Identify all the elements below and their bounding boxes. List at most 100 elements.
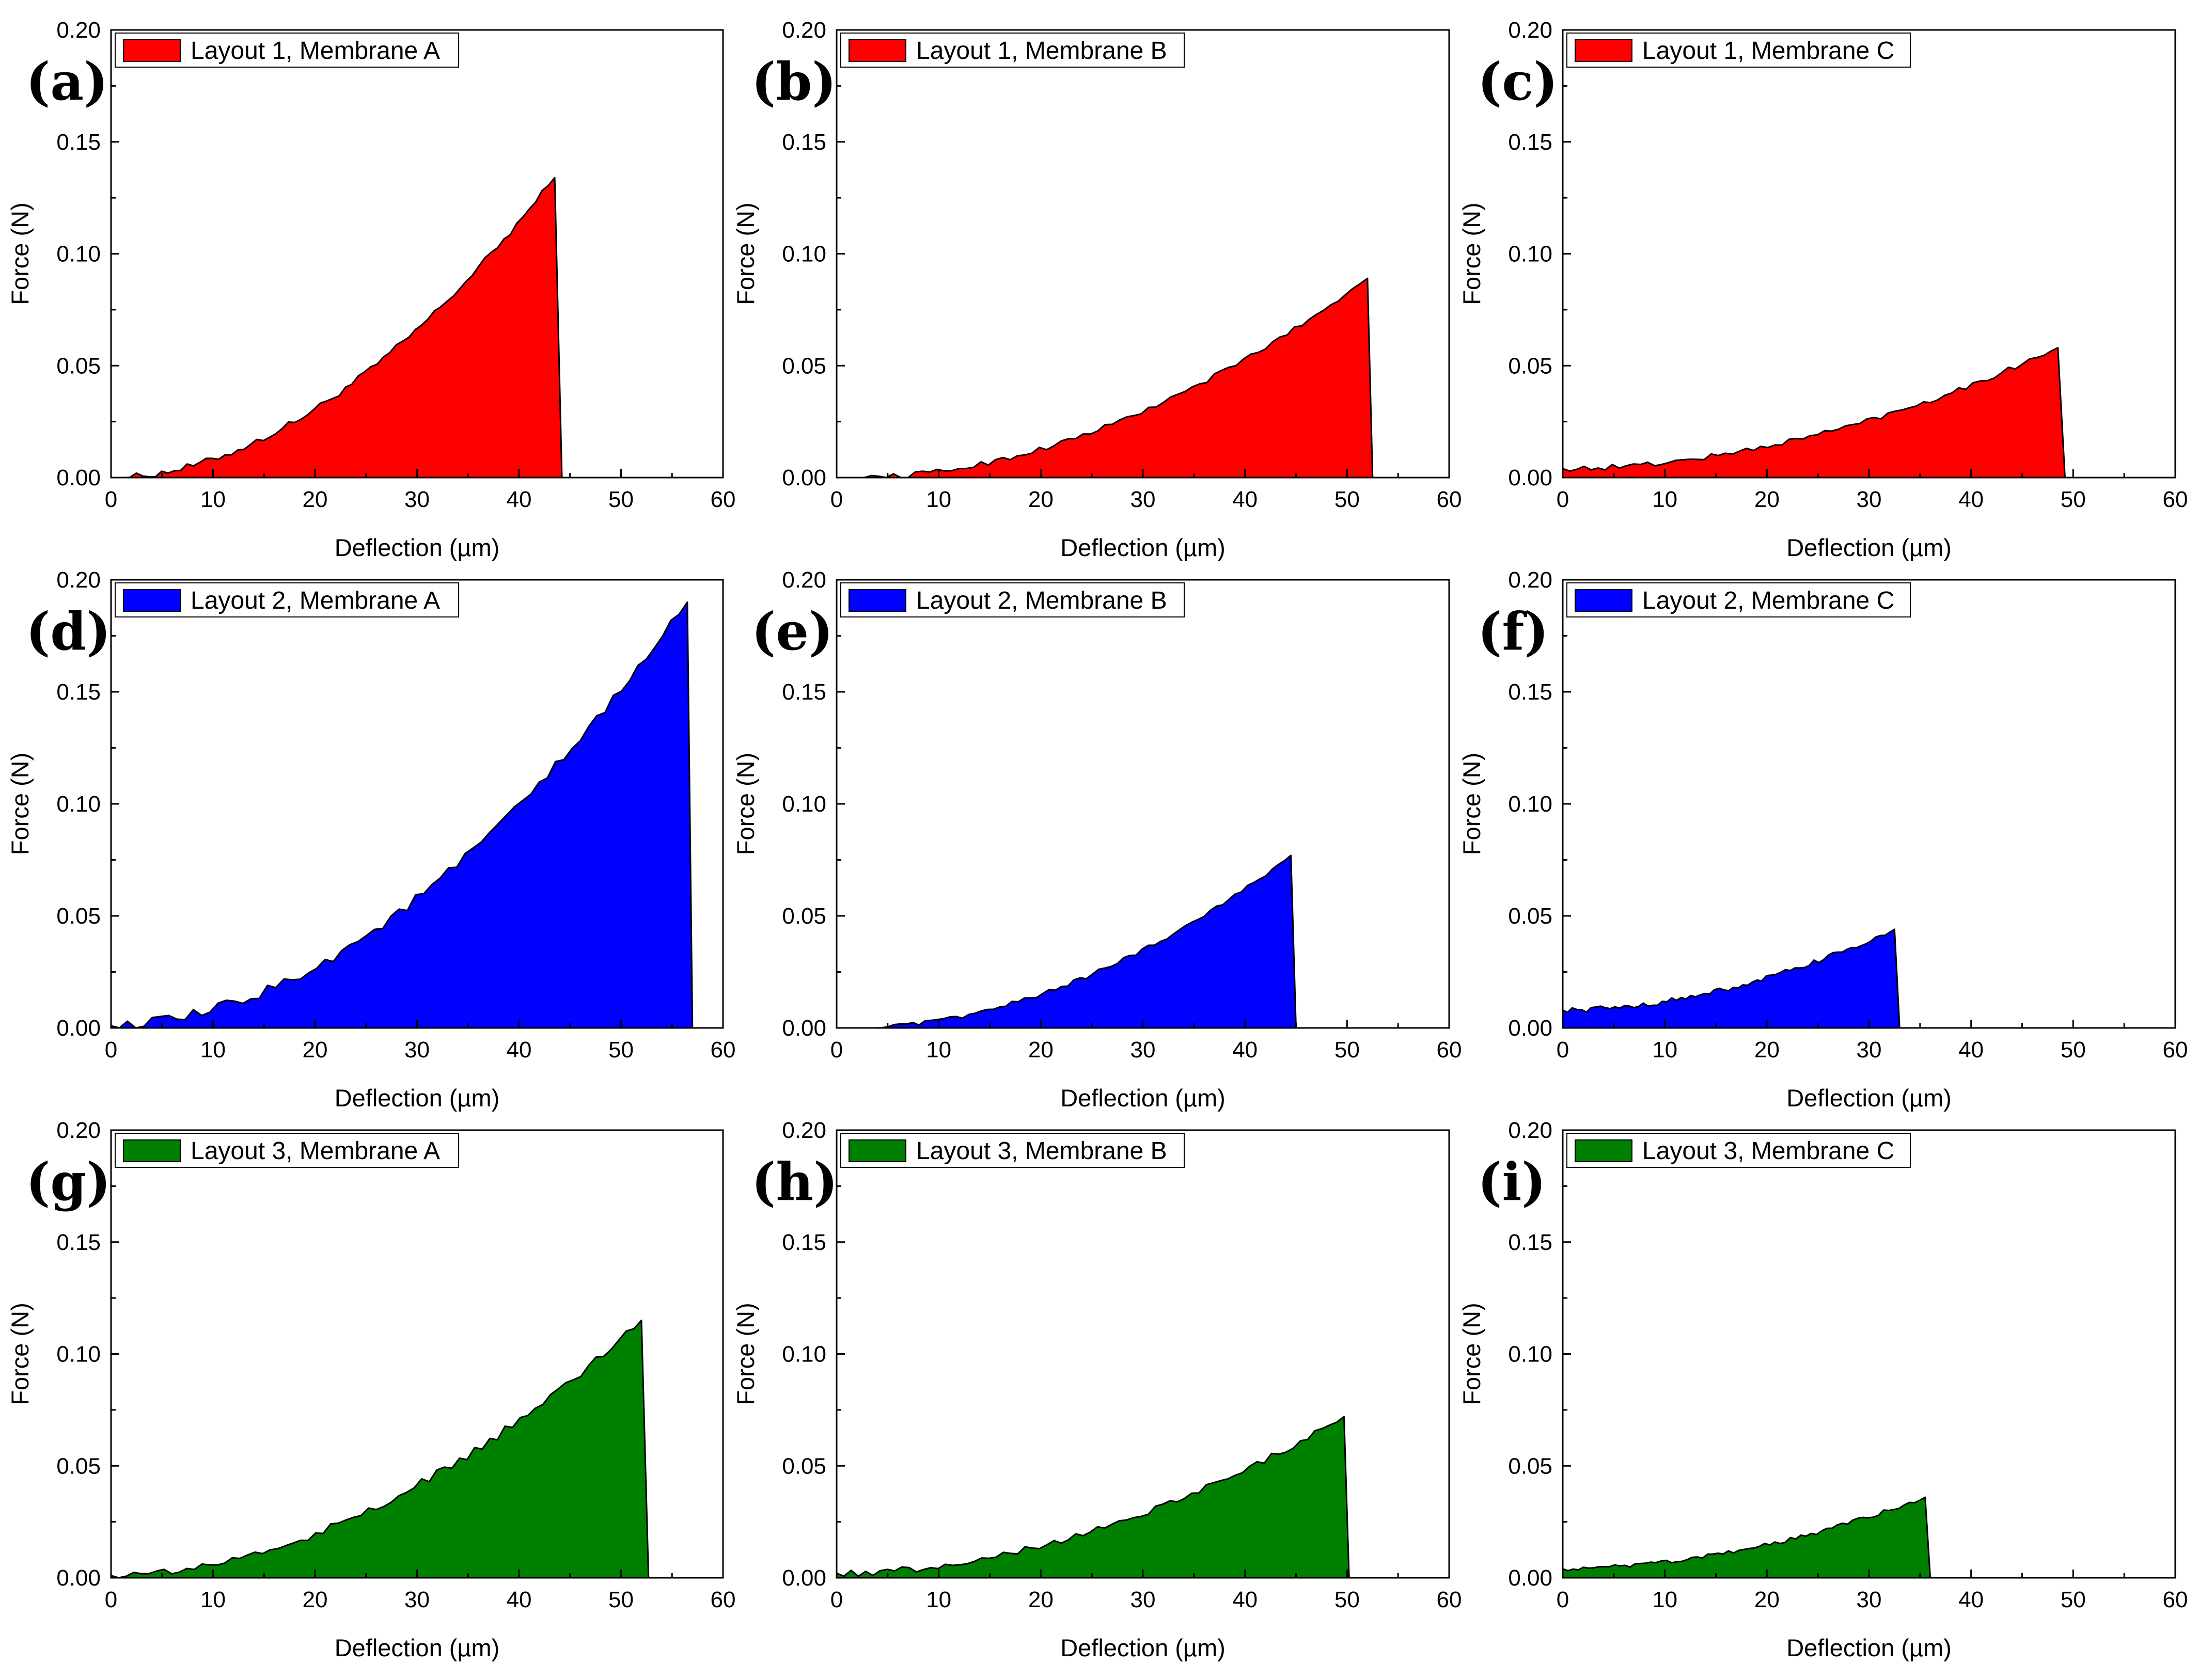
y-tick-label: 0.15 (1508, 679, 1552, 705)
y-tick-label: 0.15 (56, 679, 101, 705)
x-tick-label: 30 (1857, 1587, 1882, 1612)
y-tick-label: 0.05 (1508, 904, 1552, 929)
y-tick-label: 0.05 (782, 1453, 826, 1479)
y-tick-label: 0.00 (782, 1016, 826, 1041)
x-tick-label: 50 (2061, 1587, 2086, 1612)
legend-label: Layout 2, Membrane B (916, 587, 1167, 614)
area-series (1562, 928, 1900, 1029)
panel-label: (i) (1478, 1151, 1546, 1212)
y-tick-label: 0.05 (56, 353, 101, 378)
x-tick-label: 50 (1334, 1037, 1360, 1063)
y-axis-title: Force (N) (6, 753, 34, 855)
x-tick-label: 0 (105, 1587, 117, 1612)
area-series (856, 854, 1297, 1029)
x-tick-label: 60 (2163, 1587, 2188, 1612)
y-axis-title: Force (N) (1458, 202, 1485, 305)
x-tick-label: 60 (1437, 487, 1462, 512)
x-tick-label: 60 (2163, 1037, 2188, 1063)
panel-h: 0 10 20 30 40 50 60 0.00 0.05 0.10 0.15 0.20 Deflect… (732, 1118, 1462, 1661)
x-tick-label: 40 (1958, 487, 1984, 512)
legend-label: Layout 2, Membrane C (1642, 587, 1894, 614)
panel-g: 0 10 20 30 40 50 60 0.00 0.05 0.10 0.15 0.20 Deflect… (6, 1118, 735, 1661)
x-tick-label: 0 (1557, 487, 1569, 512)
x-tick-label: 40 (1232, 487, 1258, 512)
x-tick-label: 20 (1028, 1037, 1054, 1063)
legend-label: Layout 1, Membrane B (916, 37, 1167, 65)
y-tick-label: 0.00 (782, 1565, 826, 1591)
x-tick-label: 40 (1958, 1037, 1984, 1063)
plot-frame (1562, 1129, 2176, 1579)
x-axis-title: Deflection (µm) (1786, 1634, 1952, 1661)
legend-label: Layout 3, Membrane B (916, 1137, 1167, 1165)
area-series (856, 277, 1374, 479)
y-tick-label: 0.20 (56, 1118, 101, 1143)
x-tick-label: 60 (711, 1037, 736, 1063)
x-tick-label: 20 (1754, 487, 1780, 512)
y-tick-label: 0.00 (1508, 1016, 1552, 1041)
y-tick-label: 0.05 (1508, 353, 1552, 378)
y-axis-title: Force (N) (6, 202, 34, 305)
panel-label: (d) (26, 601, 111, 662)
y-tick-label: 0.20 (1508, 567, 1552, 593)
x-axis-title: Deflection (µm) (335, 534, 500, 561)
x-tick-label: 30 (404, 1037, 430, 1063)
x-tick-label: 10 (200, 1587, 226, 1612)
y-axis-title: Force (N) (1458, 753, 1485, 855)
x-axis-title: Deflection (µm) (1786, 534, 1952, 561)
x-tick-label: 40 (1958, 1587, 1984, 1612)
y-tick-label: 0.15 (56, 130, 101, 155)
legend-swatch (849, 589, 906, 612)
y-tick-label: 0.10 (1508, 791, 1552, 817)
panel-label: (h) (751, 1151, 838, 1212)
y-tick-label: 0.10 (782, 242, 826, 267)
panel-b: 0 10 20 30 40 50 60 0.00 0.05 0.10 0.15 0.20 Deflect… (732, 18, 1462, 561)
x-tick-label: 20 (303, 487, 328, 512)
y-tick-label: 0.15 (56, 1230, 101, 1255)
x-tick-label: 40 (507, 487, 532, 512)
x-tick-label: 20 (1028, 487, 1054, 512)
x-tick-label: 0 (1557, 1587, 1569, 1612)
panel-label: (c) (1478, 51, 1558, 112)
area-series (1562, 1496, 1931, 1579)
x-tick-label: 0 (830, 1587, 843, 1612)
x-tick-label: 30 (1130, 1587, 1156, 1612)
x-axis-title: Deflection (µm) (335, 1634, 500, 1661)
area-series (836, 1416, 1350, 1579)
x-tick-label: 30 (404, 487, 430, 512)
plot-frame (1562, 29, 2176, 479)
y-tick-label: 0.15 (782, 130, 826, 155)
x-tick-label: 30 (1130, 487, 1156, 512)
x-tick-label: 0 (105, 1037, 117, 1063)
y-tick-label: 0.05 (56, 904, 101, 929)
legend-label: Layout 3, Membrane C (1642, 1137, 1894, 1165)
y-tick-label: 0.10 (56, 242, 101, 267)
x-axis-title: Deflection (µm) (1060, 1634, 1226, 1661)
panel-d: 0 10 20 30 40 50 60 0.00 0.05 0.10 0.15 0.20 Deflect… (6, 567, 735, 1112)
legend-swatch (1575, 39, 1632, 62)
panel-label: (b) (751, 51, 837, 112)
y-axis-title: Force (N) (732, 753, 759, 855)
panel-a: 0 10 20 30 40 50 60 0.00 0.05 0.10 0.15 0.20 Deflect… (6, 18, 735, 561)
x-tick-label: 0 (830, 1037, 843, 1063)
x-tick-label: 50 (1334, 487, 1360, 512)
x-tick-label: 10 (200, 1037, 226, 1063)
area-series (110, 601, 694, 1029)
legend-swatch (123, 39, 181, 62)
x-tick-label: 30 (404, 1587, 430, 1612)
y-tick-label: 0.00 (56, 1016, 101, 1041)
x-tick-label: 20 (1028, 1587, 1054, 1612)
x-tick-label: 50 (1334, 1587, 1360, 1612)
legend-swatch (1575, 589, 1632, 612)
y-tick-label: 0.20 (56, 567, 101, 593)
y-tick-label: 0.20 (782, 18, 826, 43)
y-axis-title: Force (N) (1458, 1303, 1485, 1405)
x-tick-label: 10 (1652, 487, 1677, 512)
y-axis-title: Force (N) (732, 1303, 759, 1405)
x-tick-label: 10 (926, 1587, 951, 1612)
x-tick-label: 50 (2061, 487, 2086, 512)
legend-swatch (123, 589, 181, 612)
x-tick-label: 20 (1754, 1587, 1780, 1612)
panel-label: (e) (751, 601, 833, 662)
panel-f: 0 10 20 30 40 50 60 0.00 0.05 0.10 0.15 0.20 Deflect… (1458, 567, 2188, 1112)
legend-label: Layout 1, Membrane A (191, 37, 440, 65)
